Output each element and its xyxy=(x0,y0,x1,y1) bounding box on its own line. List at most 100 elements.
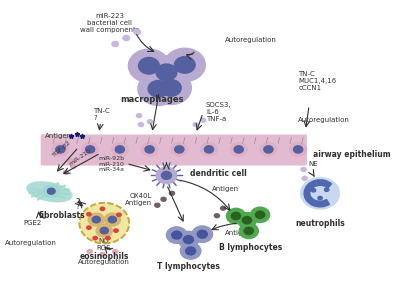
Text: TN-C
?: TN-C ? xyxy=(93,108,110,121)
Circle shape xyxy=(300,177,340,210)
Circle shape xyxy=(47,188,56,195)
Circle shape xyxy=(161,171,172,180)
Circle shape xyxy=(242,216,252,224)
Circle shape xyxy=(174,145,184,154)
Circle shape xyxy=(154,202,161,208)
Circle shape xyxy=(234,145,244,154)
Circle shape xyxy=(116,212,122,217)
Circle shape xyxy=(200,142,218,157)
Circle shape xyxy=(230,142,248,157)
Circle shape xyxy=(113,228,119,233)
Circle shape xyxy=(105,236,111,241)
Circle shape xyxy=(86,249,93,254)
Circle shape xyxy=(86,212,92,217)
Text: B lymphocytes: B lymphocytes xyxy=(219,243,282,252)
Circle shape xyxy=(317,196,323,200)
Circle shape xyxy=(226,208,246,224)
Text: TGF-β2: TGF-β2 xyxy=(52,139,72,158)
Circle shape xyxy=(156,63,178,81)
Circle shape xyxy=(191,225,213,243)
Text: OX40L
Antigen: OX40L Antigen xyxy=(125,193,152,206)
Circle shape xyxy=(197,230,208,239)
Circle shape xyxy=(180,242,202,260)
Text: Antigen: Antigen xyxy=(225,230,252,236)
Text: Autoregulation: Autoregulation xyxy=(298,117,350,123)
Circle shape xyxy=(86,225,92,230)
Circle shape xyxy=(100,206,105,211)
Circle shape xyxy=(178,231,199,248)
Circle shape xyxy=(231,212,241,220)
Text: eosinophils: eosinophils xyxy=(80,251,129,260)
Circle shape xyxy=(289,142,307,157)
Circle shape xyxy=(63,170,69,175)
Circle shape xyxy=(259,142,278,157)
Circle shape xyxy=(137,71,180,106)
Circle shape xyxy=(192,122,199,127)
Text: Autoregulation: Autoregulation xyxy=(225,37,277,43)
Circle shape xyxy=(255,211,266,219)
Text: NO
ROS: NO ROS xyxy=(96,238,111,250)
Circle shape xyxy=(114,145,125,154)
Circle shape xyxy=(133,29,141,35)
Circle shape xyxy=(112,249,118,254)
Circle shape xyxy=(136,113,142,118)
Circle shape xyxy=(51,142,70,157)
Ellipse shape xyxy=(26,181,73,202)
Circle shape xyxy=(237,212,257,229)
Circle shape xyxy=(88,212,105,227)
Circle shape xyxy=(55,145,66,154)
Circle shape xyxy=(144,145,155,154)
Circle shape xyxy=(145,55,188,90)
Circle shape xyxy=(244,226,254,235)
Circle shape xyxy=(147,80,170,98)
Circle shape xyxy=(160,196,167,202)
Circle shape xyxy=(99,252,106,257)
Circle shape xyxy=(147,119,153,124)
Text: Antigen: Antigen xyxy=(212,186,239,192)
Text: miR-223
bacterial cell
wall components: miR-223 bacterial cell wall components xyxy=(80,13,140,33)
Text: SOCS3,
IL-6
TNF-a: SOCS3, IL-6 TNF-a xyxy=(206,102,232,122)
Circle shape xyxy=(220,206,226,211)
Circle shape xyxy=(164,48,206,82)
Circle shape xyxy=(171,230,182,240)
Circle shape xyxy=(42,184,60,198)
Circle shape xyxy=(92,216,101,224)
Text: Antigen: Antigen xyxy=(45,133,72,139)
Text: T lymphocytes: T lymphocytes xyxy=(157,262,220,271)
FancyBboxPatch shape xyxy=(41,134,307,166)
Circle shape xyxy=(100,227,109,235)
Circle shape xyxy=(111,41,119,47)
Circle shape xyxy=(138,57,160,75)
Circle shape xyxy=(122,35,130,41)
Circle shape xyxy=(140,142,159,157)
Circle shape xyxy=(111,142,129,157)
Circle shape xyxy=(204,145,214,154)
Text: Autoregulation: Autoregulation xyxy=(78,259,130,265)
Text: fibroblasts: fibroblasts xyxy=(38,211,85,220)
Circle shape xyxy=(185,246,196,256)
Text: macrophages: macrophages xyxy=(120,95,184,104)
Text: NE: NE xyxy=(308,161,318,167)
Circle shape xyxy=(85,145,96,154)
Circle shape xyxy=(138,122,144,127)
Circle shape xyxy=(300,167,307,172)
Circle shape xyxy=(92,236,98,241)
Text: miR-210: miR-210 xyxy=(68,148,92,166)
Circle shape xyxy=(150,70,192,105)
Circle shape xyxy=(160,79,182,97)
Circle shape xyxy=(200,118,206,123)
Circle shape xyxy=(170,142,188,157)
Circle shape xyxy=(166,226,188,244)
Text: dendritic cell: dendritic cell xyxy=(190,169,247,178)
Text: neutrophils: neutrophils xyxy=(295,219,345,228)
Circle shape xyxy=(70,164,76,169)
Text: ?: ? xyxy=(76,198,80,207)
Text: ?: ? xyxy=(76,202,80,211)
Circle shape xyxy=(169,190,175,196)
Circle shape xyxy=(108,216,117,224)
Circle shape xyxy=(174,56,196,74)
Circle shape xyxy=(310,188,316,193)
Text: airway epithelium: airway epithelium xyxy=(313,150,390,159)
Circle shape xyxy=(302,176,308,181)
Circle shape xyxy=(238,223,259,239)
